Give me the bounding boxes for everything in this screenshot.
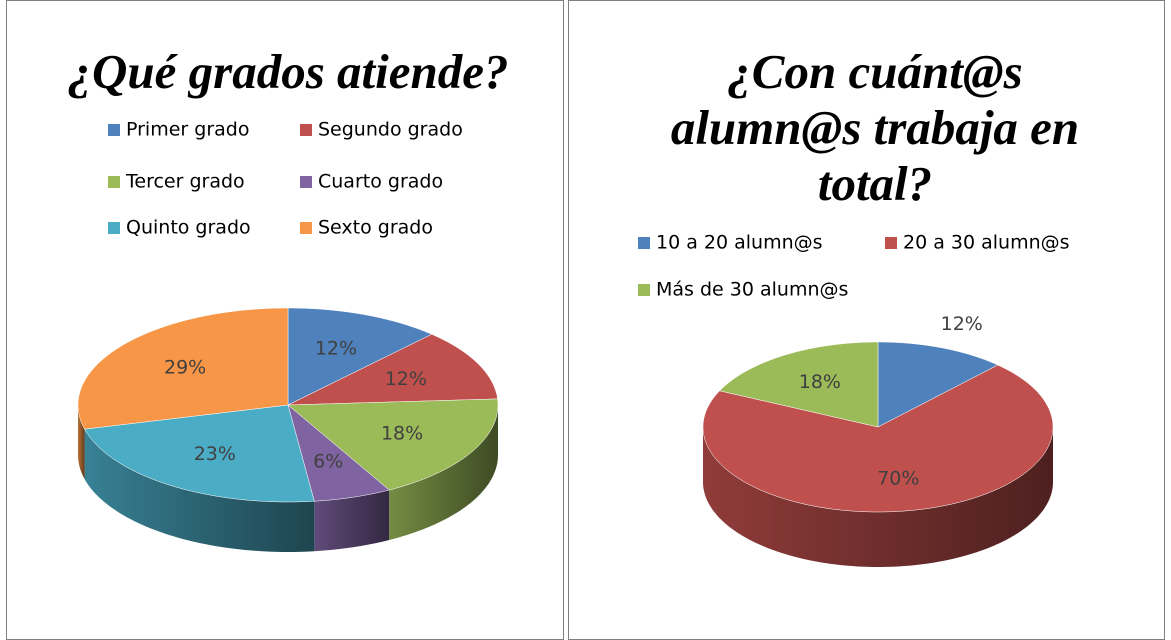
legend-label: Tercer grado (125, 171, 245, 193)
page: ¿Qué grados atiende? ¿Con cuánt@s alumn@… (6, 0, 1165, 640)
slice (287, 334, 498, 406)
chart-title: ¿Qué grados atiende? (67, 44, 509, 99)
data-label: 12% (315, 338, 357, 360)
slice (702, 364, 1054, 513)
data-label: 23% (194, 443, 236, 465)
legend-swatch (885, 237, 897, 249)
data-label: 12% (941, 313, 983, 335)
slice-side (314, 490, 390, 552)
data-label: 18% (799, 371, 841, 393)
data-label: 6% (313, 451, 343, 473)
legend-label: 10 a 20 alumn@s (656, 232, 823, 254)
legend-swatch (638, 284, 650, 296)
legend-label: Segundo grado (318, 119, 463, 141)
slice-side (84, 429, 315, 552)
legend-swatch (108, 176, 120, 188)
slice-side (78, 405, 85, 480)
legend-label: Más de 30 alumn@s (656, 279, 848, 301)
legend-swatch (300, 222, 312, 234)
legend-label: 20 a 30 alumn@s (903, 232, 1070, 254)
legend-swatch (108, 124, 120, 136)
data-label: 29% (164, 357, 206, 379)
slice (877, 341, 999, 428)
legend-swatch (638, 237, 650, 249)
legend-swatch (300, 176, 312, 188)
legend-label: Sexto grado (318, 217, 433, 239)
slice (287, 398, 499, 491)
slice-side (389, 405, 498, 541)
slice (719, 341, 879, 428)
charts: 12% 12% 18% 6% 23% 29% Primer grado Segundo gra… (77, 119, 1070, 567)
data-label: 18% (381, 422, 423, 444)
legend-swatch (300, 124, 312, 136)
legend-swatch (108, 222, 120, 234)
chart-title: ¿Con cuánt@s alumn@s trabaja en total? (670, 44, 1080, 211)
slice (287, 307, 433, 406)
legend-label: Cuarto grado (318, 171, 443, 193)
legend-label: Primer grado (126, 119, 249, 141)
data-label: 12% (385, 368, 427, 390)
slice (77, 307, 289, 430)
data-label: 70% (877, 467, 919, 489)
slice (287, 404, 390, 502)
slice (84, 404, 315, 503)
slice-side (703, 427, 1053, 567)
legend-label: Quinto grado (126, 217, 251, 239)
